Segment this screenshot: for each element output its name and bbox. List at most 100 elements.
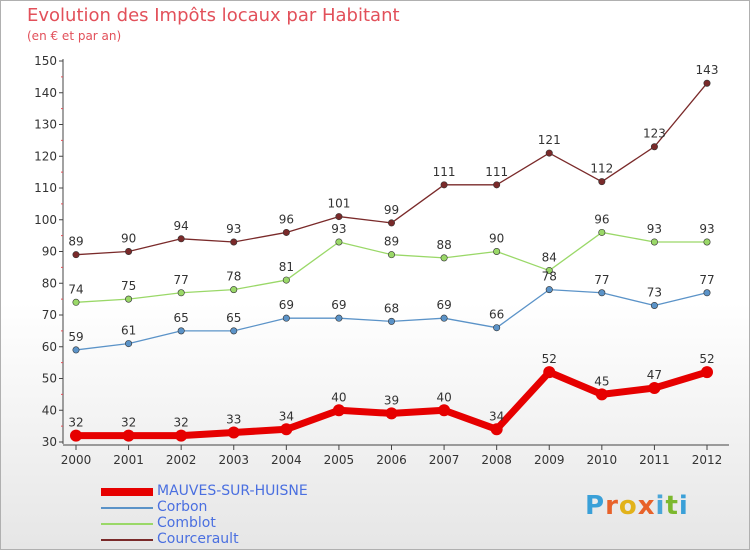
data-label: 73 bbox=[647, 285, 662, 299]
data-label: 84 bbox=[542, 251, 557, 265]
data-point bbox=[703, 238, 711, 246]
data-point bbox=[595, 388, 608, 401]
y-tick-label: 70 bbox=[42, 308, 57, 322]
data-label: 40 bbox=[436, 390, 451, 404]
data-label: 94 bbox=[174, 219, 189, 233]
data-point bbox=[385, 407, 398, 420]
logo-letter: o bbox=[618, 491, 638, 521]
logo-letter: i bbox=[655, 491, 666, 521]
x-tick-label: 2006 bbox=[376, 453, 407, 467]
data-label: 65 bbox=[174, 311, 189, 325]
data-point bbox=[335, 314, 343, 322]
data-point bbox=[703, 79, 711, 87]
y-tick-label: 110 bbox=[34, 181, 57, 195]
data-point bbox=[598, 178, 606, 186]
data-point bbox=[387, 219, 395, 227]
series-layer bbox=[70, 79, 713, 442]
data-labels-layer: 89 90 94 93 96 101 99 111 111 121 112 123 143 74 75 77 7… bbox=[68, 63, 718, 429]
y-tick-label: 40 bbox=[42, 403, 57, 417]
data-label: 101 bbox=[327, 197, 350, 211]
data-point bbox=[493, 248, 501, 256]
data-point bbox=[70, 429, 82, 442]
data-point bbox=[332, 404, 345, 417]
x-tick-label: 2004 bbox=[271, 453, 302, 467]
y-tick-label: 100 bbox=[34, 213, 57, 227]
x-tick-label: 2011 bbox=[639, 453, 670, 467]
data-point bbox=[72, 251, 80, 259]
data-point bbox=[648, 382, 661, 395]
data-label: 68 bbox=[384, 301, 399, 315]
data-point bbox=[230, 238, 238, 246]
data-label: 121 bbox=[538, 133, 561, 147]
y-tick-label: 150 bbox=[34, 54, 57, 68]
data-label: 74 bbox=[68, 282, 83, 296]
y-tick-label: 50 bbox=[42, 372, 57, 386]
data-label: 69 bbox=[331, 298, 346, 312]
x-tick-label: 2000 bbox=[61, 453, 92, 467]
data-label: 32 bbox=[174, 416, 189, 430]
data-point bbox=[440, 314, 448, 322]
data-label: 96 bbox=[279, 212, 294, 226]
data-point bbox=[387, 317, 395, 325]
data-label: 59 bbox=[68, 330, 83, 344]
chart-subtitle: (en € et par an) bbox=[27, 29, 122, 43]
data-point bbox=[440, 254, 448, 262]
data-label: 93 bbox=[647, 222, 662, 236]
x-tick-label: 2007 bbox=[429, 453, 460, 467]
data-label: 93 bbox=[331, 222, 346, 236]
legend-swatch bbox=[101, 523, 153, 525]
y-tick-label: 140 bbox=[34, 86, 57, 100]
data-point bbox=[177, 235, 185, 243]
data-point bbox=[335, 213, 343, 221]
logo-letter: x bbox=[637, 491, 656, 521]
data-label: 123 bbox=[643, 127, 666, 141]
logo-letter: r bbox=[605, 491, 619, 521]
data-label: 90 bbox=[121, 232, 136, 246]
x-tick-label: 2001 bbox=[113, 453, 144, 467]
data-label: 93 bbox=[226, 222, 241, 236]
legend-label: MAUVES-SUR-HUISNE bbox=[157, 483, 308, 499]
data-label: 66 bbox=[489, 308, 504, 322]
data-label: 143 bbox=[696, 63, 719, 77]
data-point bbox=[280, 423, 293, 436]
data-label: 52 bbox=[542, 352, 557, 366]
data-point bbox=[701, 366, 713, 379]
y-tick-label: 80 bbox=[42, 276, 57, 290]
data-label: 77 bbox=[699, 273, 714, 287]
data-point bbox=[493, 181, 501, 189]
logo-letter: t bbox=[665, 491, 679, 521]
data-point bbox=[125, 340, 133, 348]
data-point bbox=[545, 286, 553, 294]
data-point bbox=[438, 404, 451, 417]
data-point bbox=[598, 228, 606, 236]
x-tick-label: 2003 bbox=[218, 453, 249, 467]
legend-swatch bbox=[101, 488, 153, 496]
data-label: 89 bbox=[68, 235, 83, 249]
data-point bbox=[227, 426, 240, 439]
data-label: 77 bbox=[594, 273, 609, 287]
data-label: 99 bbox=[384, 203, 399, 217]
data-point bbox=[490, 423, 503, 436]
data-point bbox=[650, 238, 658, 246]
data-label: 78 bbox=[226, 270, 241, 284]
data-point bbox=[650, 143, 658, 151]
y-tick-label: 120 bbox=[34, 149, 57, 163]
x-tick-label: 2008 bbox=[481, 453, 512, 467]
data-label: 47 bbox=[647, 368, 662, 382]
data-point bbox=[543, 366, 556, 379]
data-label: 78 bbox=[542, 270, 557, 284]
data-label: 40 bbox=[331, 390, 346, 404]
data-point bbox=[177, 289, 185, 297]
data-label: 81 bbox=[279, 260, 294, 274]
x-tick-label: 2010 bbox=[587, 453, 618, 467]
data-point bbox=[175, 429, 188, 442]
data-point bbox=[598, 289, 606, 297]
data-point bbox=[282, 314, 290, 322]
x-tick-label: 2012 bbox=[692, 453, 723, 467]
data-point bbox=[72, 346, 80, 354]
data-point bbox=[440, 181, 448, 189]
data-point bbox=[282, 276, 290, 284]
data-label: 45 bbox=[594, 374, 609, 388]
